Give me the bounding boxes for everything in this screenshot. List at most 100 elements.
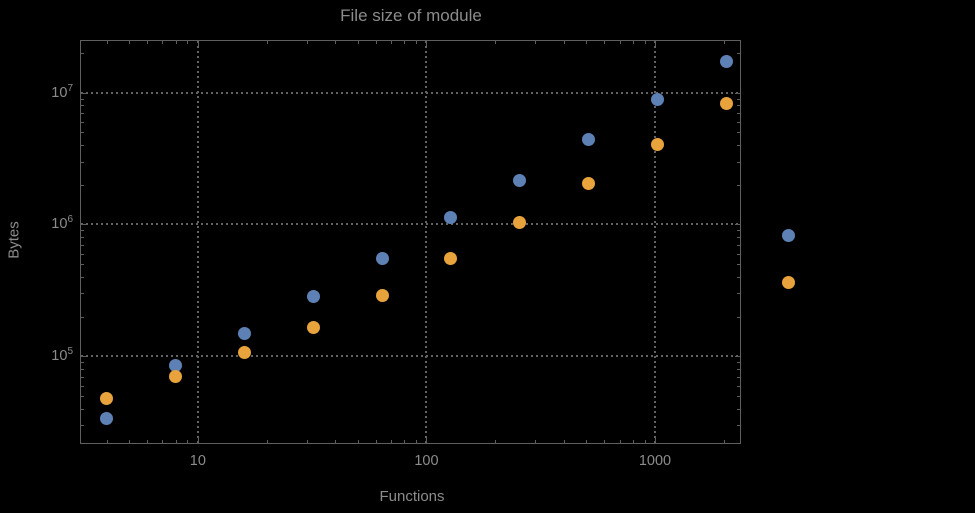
tick-mark (129, 41, 131, 44)
data-point-blue (650, 93, 664, 107)
tick-mark (81, 121, 84, 123)
data-point-orange (513, 215, 527, 229)
x-tick-label: 1000 (638, 453, 672, 469)
tick-mark (81, 145, 84, 147)
tick-mark (735, 224, 740, 226)
data-point-orange (306, 321, 320, 335)
tick-mark (81, 376, 84, 378)
tick-mark (335, 440, 337, 443)
tick-mark (535, 41, 537, 44)
gridline-vertical (653, 41, 656, 443)
data-point-blue (444, 211, 458, 225)
tick-mark (81, 98, 84, 100)
tick-mark (81, 161, 84, 163)
tick-mark (106, 41, 108, 44)
tick-mark (357, 440, 359, 443)
tick-mark (495, 41, 497, 44)
tick-mark (81, 52, 84, 54)
tick-label-exponent: 7 (67, 82, 73, 94)
tick-mark (81, 362, 84, 364)
gridline-horizontal (81, 223, 740, 226)
tick-mark (737, 105, 740, 107)
tick-mark (654, 438, 656, 443)
data-point-blue (238, 326, 252, 340)
data-point-blue (782, 228, 796, 242)
gridline-horizontal (81, 355, 740, 358)
tick-mark (391, 41, 393, 44)
tick-mark (737, 230, 740, 232)
data-point-blue (719, 54, 733, 68)
tick-mark (737, 376, 740, 378)
tick-mark (81, 132, 84, 134)
tick-mark (586, 41, 588, 44)
tick-mark (723, 41, 725, 44)
tick-mark (737, 425, 740, 427)
data-point-orange (169, 370, 183, 384)
tick-mark (266, 440, 268, 443)
x-tick-label: 10 (189, 453, 206, 469)
tick-mark (735, 92, 740, 94)
tick-mark (415, 440, 417, 443)
tick-mark (735, 356, 740, 358)
data-point-blue (375, 252, 389, 266)
tick-mark (375, 41, 377, 44)
tick-mark (106, 440, 108, 443)
tick-mark (564, 41, 566, 44)
tick-mark (81, 244, 84, 246)
gridline-horizontal (81, 91, 740, 94)
tick-mark (737, 121, 740, 123)
data-point-blue (100, 411, 114, 425)
tick-mark (737, 293, 740, 295)
tick-mark (187, 440, 189, 443)
tick-label-base: 10 (51, 216, 68, 233)
tick-mark (81, 369, 84, 371)
tick-mark (737, 316, 740, 318)
tick-mark (737, 145, 740, 147)
tick-mark (175, 440, 177, 443)
data-point-orange (444, 252, 458, 266)
tick-mark (723, 440, 725, 443)
tick-mark (737, 369, 740, 371)
tick-mark (737, 385, 740, 387)
tick-mark (632, 440, 634, 443)
tick-mark (197, 41, 199, 46)
tick-label-base: 10 (51, 84, 68, 101)
data-point-blue (306, 290, 320, 304)
tick-mark (306, 440, 308, 443)
tick-mark (81, 276, 84, 278)
tick-mark (147, 41, 149, 44)
data-point-orange (719, 97, 733, 111)
tick-mark (737, 184, 740, 186)
tick-mark (266, 41, 268, 44)
tick-mark (81, 408, 84, 410)
tick-mark (619, 440, 621, 443)
tick-mark (737, 276, 740, 278)
tick-mark (632, 41, 634, 44)
tick-mark (644, 41, 646, 44)
tick-mark (737, 395, 740, 397)
tick-label-exponent: 6 (67, 214, 73, 226)
tick-mark (737, 237, 740, 239)
tick-mark (81, 253, 84, 255)
y-tick-label: 105 (0, 346, 73, 364)
data-point-orange (582, 176, 596, 190)
tick-mark (737, 264, 740, 266)
tick-mark (737, 161, 740, 163)
tick-mark (197, 438, 199, 443)
tick-mark (162, 41, 164, 44)
tick-mark (737, 132, 740, 134)
data-point-blue (582, 133, 596, 147)
data-point-orange (238, 346, 252, 360)
gridline-vertical (425, 41, 428, 443)
tick-mark (81, 293, 84, 295)
tick-mark (81, 92, 86, 94)
tick-mark (81, 224, 86, 226)
tick-mark (175, 41, 177, 44)
tick-mark (737, 52, 740, 54)
tick-mark (81, 425, 84, 427)
tick-label-exponent: 5 (67, 346, 73, 358)
tick-mark (81, 395, 84, 397)
tick-mark (81, 230, 84, 232)
tick-mark (737, 98, 740, 100)
tick-mark (654, 41, 656, 46)
